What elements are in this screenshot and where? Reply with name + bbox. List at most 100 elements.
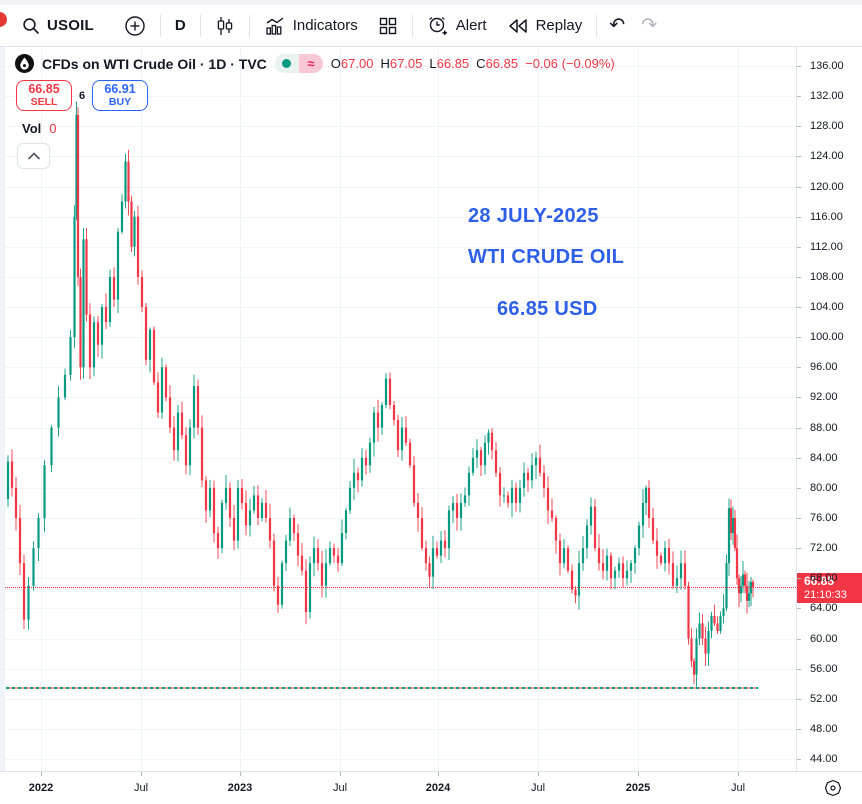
indicators-button[interactable]: Indicators bbox=[254, 9, 368, 43]
candle-body bbox=[388, 378, 392, 405]
candle-body bbox=[240, 487, 244, 503]
candle-body bbox=[85, 239, 88, 315]
toolbar-divider bbox=[159, 14, 161, 37]
buy-button[interactable]: 66.91 BUY bbox=[92, 80, 148, 111]
candle-body bbox=[50, 427, 53, 466]
candle-body bbox=[707, 630, 710, 654]
time-tick-label: 2024 bbox=[425, 782, 451, 794]
candle-body bbox=[112, 276, 116, 300]
candle-body bbox=[136, 216, 140, 277]
candle-body bbox=[152, 329, 156, 383]
price-tick-label: 132.00 bbox=[810, 90, 844, 103]
candle-body bbox=[272, 540, 276, 586]
candle-body bbox=[344, 510, 348, 534]
candle-body bbox=[88, 314, 92, 368]
price-tick-label: 100.00 bbox=[810, 331, 844, 344]
candle-body bbox=[156, 382, 160, 413]
sell-button[interactable]: 66.85 SELL bbox=[16, 80, 72, 111]
candle-body bbox=[312, 548, 316, 564]
drawing-toolbar-collapsed[interactable] bbox=[0, 47, 5, 771]
alert-button[interactable]: Alert bbox=[417, 9, 497, 43]
candle-body bbox=[340, 533, 344, 564]
toolbar-divider bbox=[248, 14, 250, 37]
replay-button[interactable]: Replay bbox=[497, 9, 593, 43]
spread-value: 6 bbox=[78, 89, 86, 102]
annotation-price[interactable]: 66.85 USD bbox=[497, 298, 598, 320]
symbol-title[interactable]: CFDs on WTI Crude Oil · 1D · TVC bbox=[42, 55, 267, 72]
redo-icon[interactable]: ↷ bbox=[641, 15, 658, 36]
candle-body bbox=[332, 548, 336, 556]
candle-body bbox=[679, 563, 683, 579]
annotation-instrument[interactable]: WTI CRUDE OIL bbox=[468, 246, 625, 268]
candle-body bbox=[701, 623, 704, 639]
alert-clock-icon bbox=[427, 15, 449, 37]
chart-pane[interactable]: CFDs on WTI Crude Oil · 1D · TVC ≈ O67.0… bbox=[5, 47, 796, 771]
price-tick-label: 52.00 bbox=[810, 692, 838, 705]
candle-body bbox=[6, 461, 10, 500]
time-tick-label: 2025 bbox=[625, 782, 651, 794]
candle-body bbox=[727, 508, 731, 564]
chart-legend[interactable]: CFDs on WTI Crude Oil · 1D · TVC ≈ O67.0… bbox=[15, 54, 615, 73]
volume-indicator[interactable]: Vol 0 bbox=[22, 121, 57, 136]
candle-body bbox=[629, 563, 633, 571]
candle-body bbox=[284, 540, 288, 564]
candle-body bbox=[637, 525, 641, 549]
main-toolbar: USOIL D bbox=[0, 5, 862, 47]
candle-body bbox=[328, 548, 332, 564]
candle-body bbox=[494, 450, 498, 473]
candle-body bbox=[228, 487, 232, 518]
candle-body bbox=[641, 502, 645, 526]
candle-body bbox=[184, 435, 188, 466]
candle-body bbox=[380, 404, 384, 428]
support-level-line[interactable] bbox=[6, 686, 758, 689]
ohlc-values: O67.00 H67.05 L66.85 C66.85 −0.06 (−0.09… bbox=[330, 56, 615, 71]
candle-body bbox=[447, 510, 451, 549]
candle-body bbox=[443, 540, 447, 549]
window-top-band bbox=[0, 0, 862, 5]
candle-body bbox=[647, 487, 651, 518]
candle-body bbox=[522, 472, 526, 488]
candle-body bbox=[671, 563, 675, 586]
symbol-search-button[interactable]: USOIL bbox=[12, 9, 104, 43]
candle-body bbox=[659, 555, 663, 564]
market-status-badges[interactable]: ≈ bbox=[274, 54, 323, 73]
candle-body bbox=[82, 239, 85, 368]
candle-body bbox=[216, 533, 220, 549]
price-tick-label: 112.00 bbox=[810, 240, 843, 253]
interval-button[interactable]: D bbox=[165, 9, 196, 43]
toolbar-divider bbox=[596, 14, 598, 37]
price-tick-label: 64.00 bbox=[810, 602, 838, 615]
candle-body bbox=[467, 472, 471, 496]
candle-body bbox=[420, 517, 424, 549]
candle-body bbox=[471, 457, 475, 473]
candle-body bbox=[27, 585, 30, 620]
candle-body bbox=[204, 480, 208, 511]
axis-settings-icon[interactable] bbox=[824, 779, 842, 797]
candle-body bbox=[372, 412, 376, 443]
time-axis[interactable]: 2022 Jul 2023 Jul 2024 Jul 2025 Jul bbox=[0, 771, 862, 804]
current-price-line bbox=[5, 586, 796, 588]
candle-body bbox=[542, 472, 546, 488]
price-axis[interactable]: 66.85 21:10:33 136.00 132.00 128.00 124.00 1… bbox=[796, 47, 862, 771]
replay-label: Replay bbox=[535, 17, 583, 34]
price-tick-label: 84.00 bbox=[810, 451, 838, 464]
price-tick-label: 124.00 bbox=[810, 150, 844, 163]
collapse-legend-button[interactable] bbox=[17, 143, 50, 169]
candlestick-style-icon bbox=[215, 15, 235, 37]
candle-body bbox=[605, 555, 609, 571]
candle-body bbox=[408, 442, 412, 466]
price-tick-label: 80.00 bbox=[810, 481, 838, 494]
toolbar-divider bbox=[199, 14, 201, 37]
chart-style-button[interactable] bbox=[205, 9, 245, 43]
layout-templates-button[interactable] bbox=[368, 9, 408, 43]
undo-icon[interactable]: ↶ bbox=[609, 15, 626, 36]
annotation-date[interactable]: 28 JULY-2025 bbox=[468, 205, 599, 227]
candle-body bbox=[188, 427, 192, 466]
candle-body bbox=[320, 563, 324, 586]
price-tick-label: 88.00 bbox=[810, 421, 838, 434]
candle-body bbox=[288, 517, 292, 541]
compare-add-symbol-button[interactable] bbox=[114, 9, 156, 43]
candle-body bbox=[364, 457, 368, 466]
candle-body bbox=[526, 472, 530, 481]
